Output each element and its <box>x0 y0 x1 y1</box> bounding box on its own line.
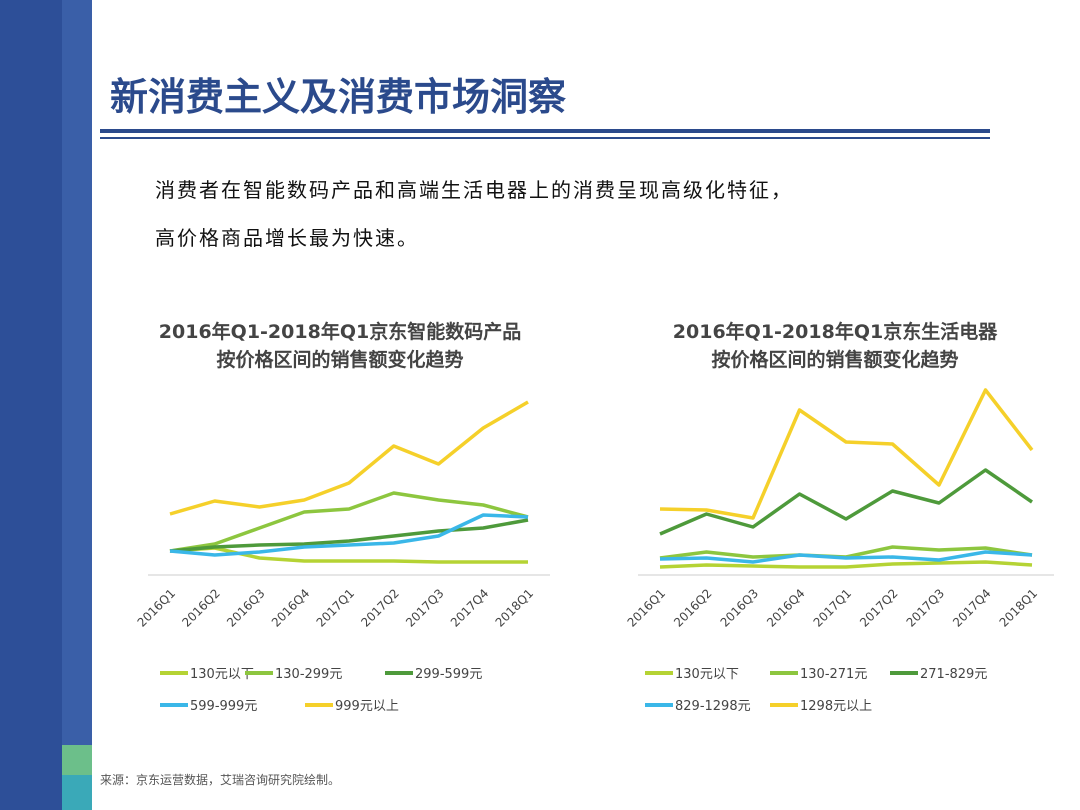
legend-label: 271-829元 <box>920 667 987 682</box>
side-bar-inner <box>62 0 92 810</box>
chart-subtitle: 按价格区间的销售额变化趋势 <box>216 348 463 371</box>
series-line <box>659 560 1033 569</box>
title-rule <box>100 137 990 139</box>
chart-title: 2016年Q1-2018年Q1京东生活电器 <box>673 320 998 343</box>
chart-subtitle: 按价格区间的销售额变化趋势 <box>711 348 958 371</box>
legend-label: 130-271元 <box>800 667 867 682</box>
series-line <box>169 513 529 557</box>
legend-label: 130元以下 <box>190 667 254 682</box>
chart-title: 2016年Q1-2018年Q1京东智能数码产品 <box>159 320 521 343</box>
series-line <box>169 546 528 564</box>
legend-label: 130-299元 <box>275 667 342 682</box>
legend-label: 999元以上 <box>335 699 399 714</box>
series-line <box>659 550 1033 564</box>
series-line <box>169 491 529 553</box>
slide-title: 新消费主义及消费市场洞察 <box>110 75 566 119</box>
body-text: 高价格商品增长最为快速。 <box>155 226 419 250</box>
corner-square <box>62 745 92 775</box>
legend-label: 599-999元 <box>190 699 257 714</box>
corner-square <box>62 775 92 810</box>
legend-label: 1298元以上 <box>800 699 872 714</box>
series-line <box>169 518 529 553</box>
series-line <box>659 388 1034 520</box>
legend-label: 130元以下 <box>675 667 739 682</box>
title-rule <box>100 129 990 133</box>
source-note: 来源：京东运营数据，艾瑞咨询研究院绘制。 <box>100 772 340 787</box>
legend-label: 299-599元 <box>415 667 482 682</box>
series-line <box>169 400 529 516</box>
legend-label: 829-1298元 <box>675 699 751 714</box>
side-bar <box>0 0 62 810</box>
body-text: 消费者在智能数码产品和高端生活电器上的消费呈现高级化特征， <box>155 178 793 202</box>
series-line <box>659 468 1033 536</box>
